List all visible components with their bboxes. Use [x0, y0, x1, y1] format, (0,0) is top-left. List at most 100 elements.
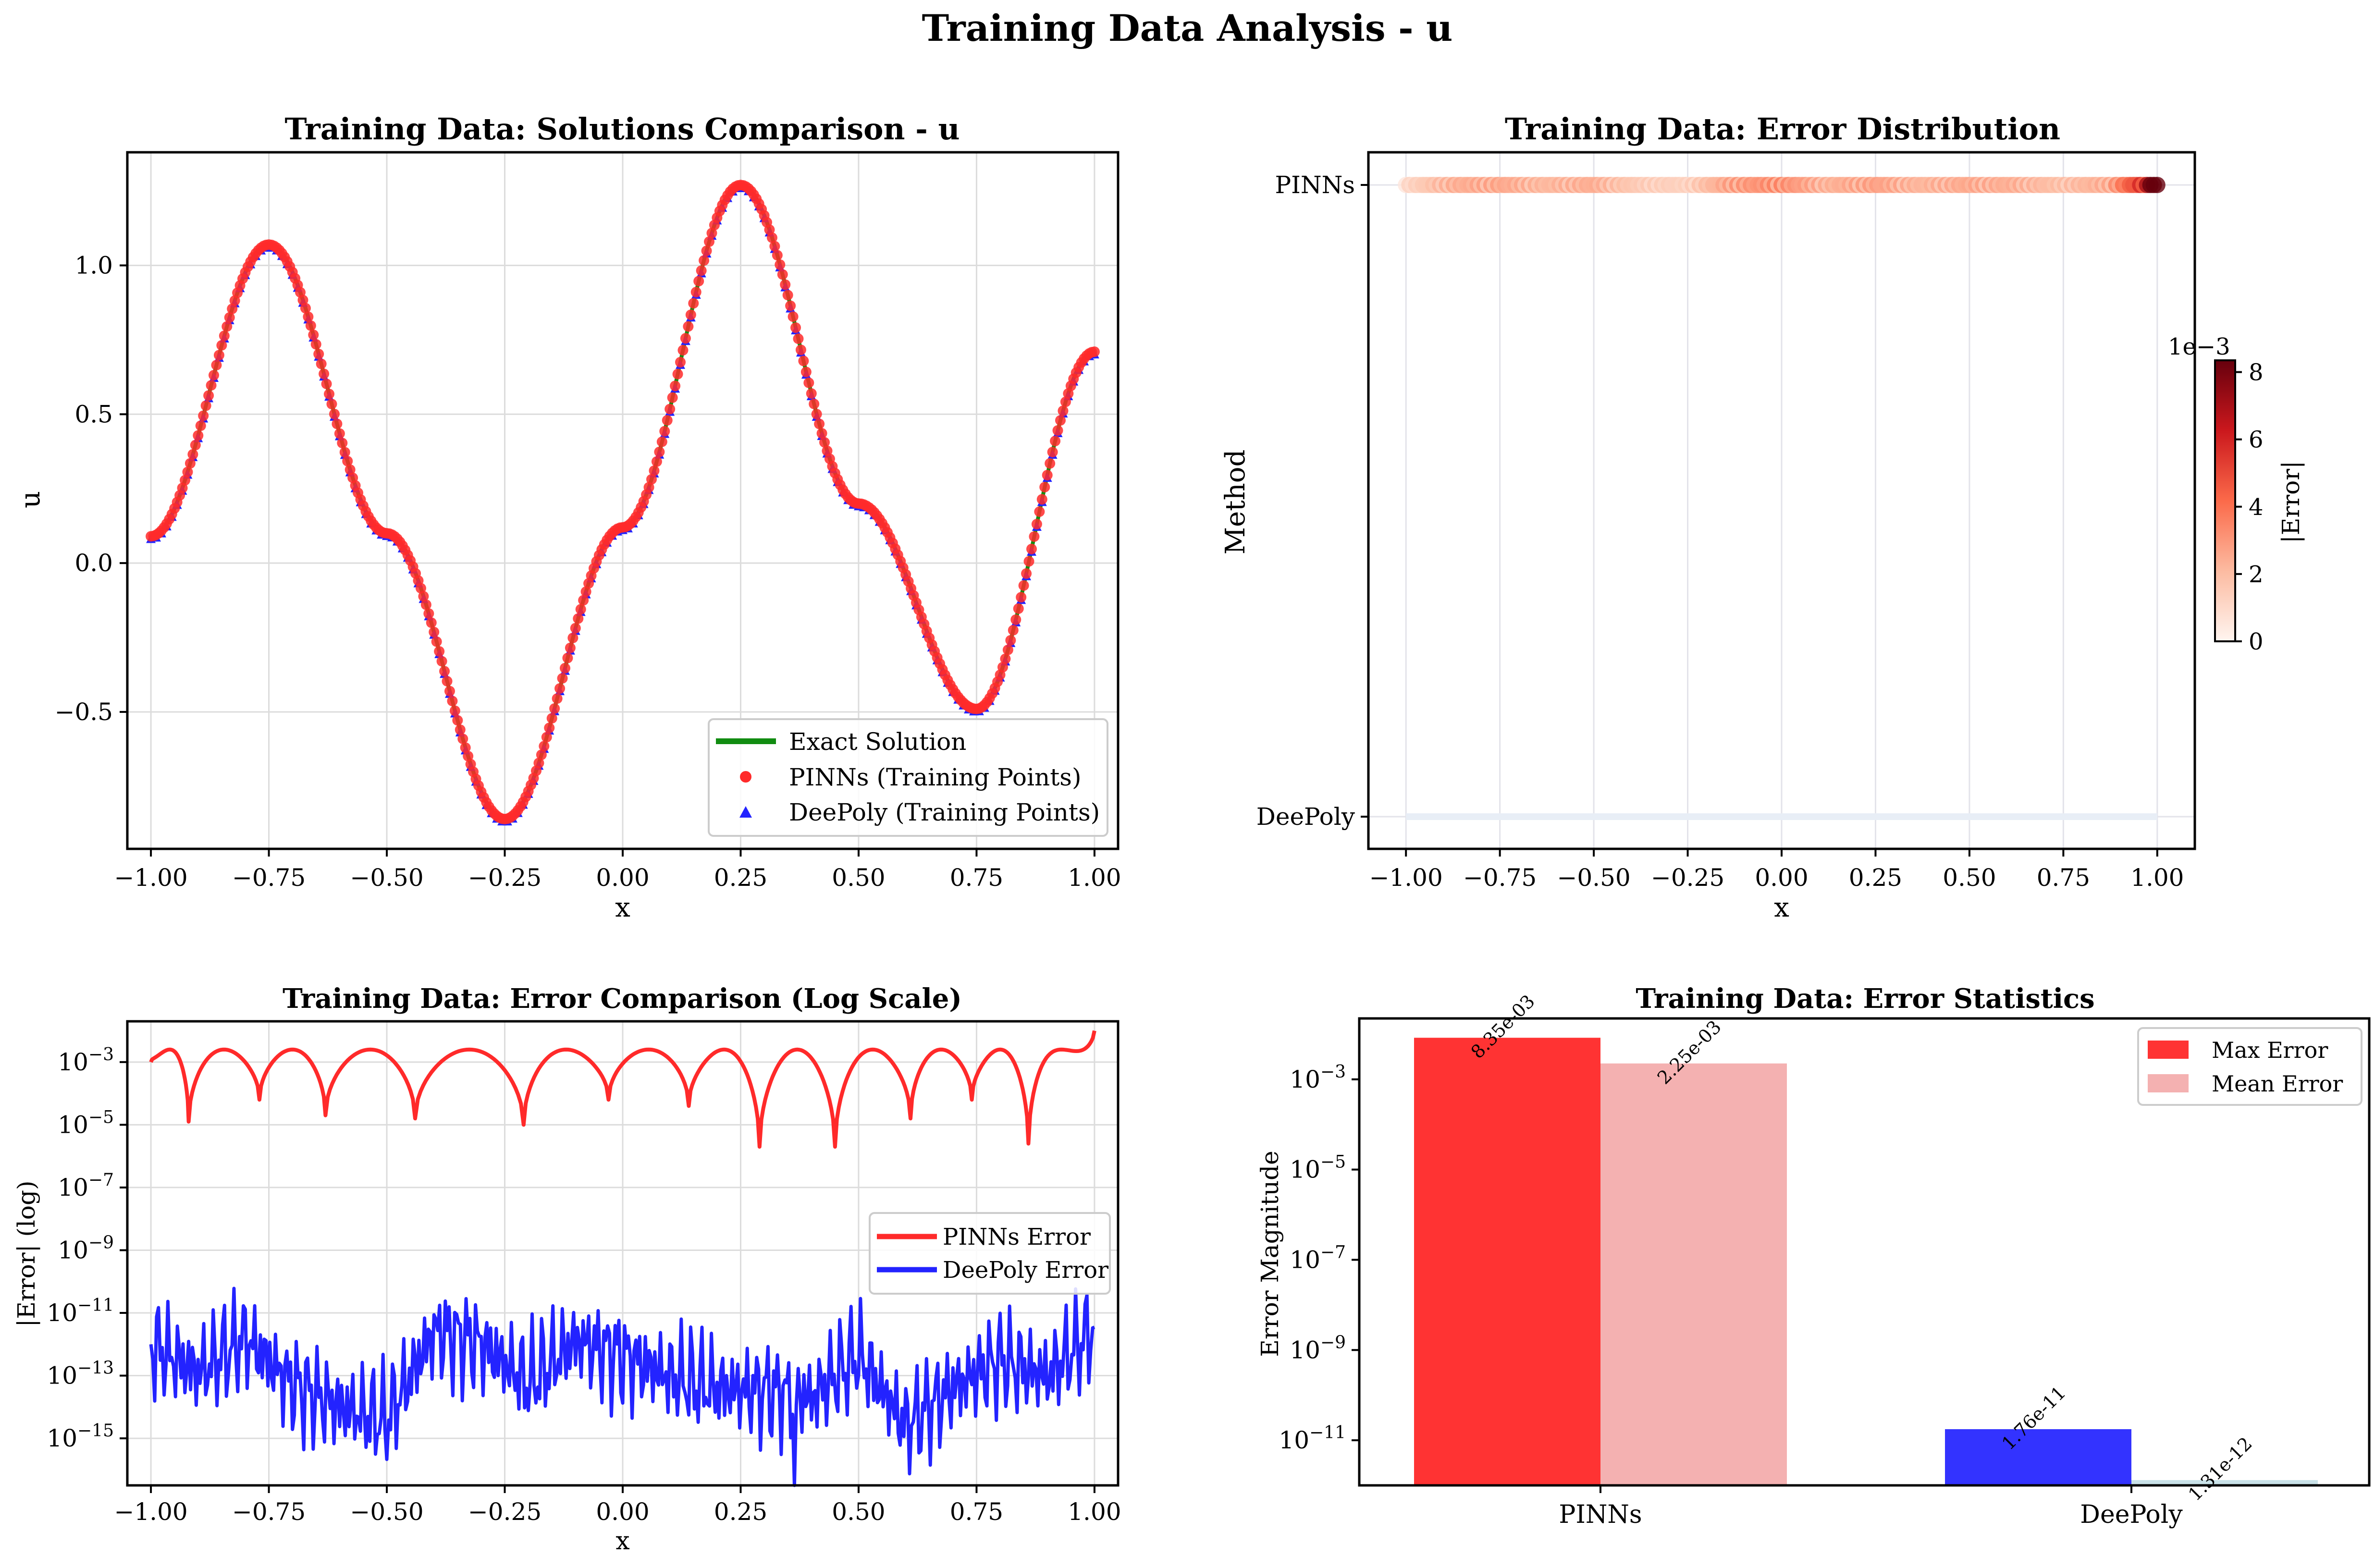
legend-exact-label: Exact Solution [789, 728, 966, 756]
pinns-point [667, 392, 678, 403]
pinns-point [329, 408, 340, 419]
tick-label-x: PINNs [1559, 1500, 1642, 1529]
pinns-point [206, 380, 217, 391]
pinns-point [701, 245, 712, 257]
pinns-point [809, 398, 820, 409]
pinns-point [182, 466, 193, 478]
pinns-point [764, 224, 775, 235]
pinns-point [544, 723, 555, 734]
figure-title: Training Data Analysis - u [922, 7, 1453, 49]
tick-label-x: 0.00 [596, 864, 649, 892]
pinns-point [782, 290, 793, 301]
panel-errcomp-legend: PINNs Error DeePoly Error [869, 1212, 1111, 1295]
pinns-point [549, 703, 560, 714]
pinns-point [418, 591, 429, 602]
pinns-point [1010, 614, 1021, 625]
tick-label-y: 10−3 [1290, 1062, 1346, 1093]
pinns-point [1034, 506, 1045, 517]
tick-label-x: 0.25 [1849, 864, 1902, 892]
pinns-point [811, 409, 822, 420]
colorbar-tick-label: 8 [2249, 359, 2264, 386]
pinns-point [423, 608, 434, 619]
pinns-point [1060, 396, 1071, 407]
pinns-point [672, 368, 683, 380]
pinns-point [552, 693, 563, 704]
pinns-point [415, 583, 426, 594]
pinns-point [1058, 405, 1069, 416]
legend-box [2137, 1027, 2363, 1106]
panel-errcomp-ylabel: |Error| (log) [12, 1180, 40, 1327]
pinns-point [800, 367, 812, 378]
legend-mean-label: Mean Error [2212, 1071, 2343, 1097]
tick-label-y: 10−15 [47, 1421, 114, 1452]
pinns-point [436, 656, 447, 667]
tick-label-x: DeePoly [2080, 1500, 2183, 1529]
panel-error-comparison: Training Data: Error Comparison (Log Sca… [12, 983, 1121, 1556]
tick-label-y: 10−5 [1290, 1152, 1346, 1184]
tick-label-x: 1.00 [2130, 864, 2184, 892]
tick-label-y: DeePoly [1256, 803, 1355, 831]
pinns-point [342, 455, 353, 466]
pinns-point [803, 377, 814, 388]
tick-label-x: −0.25 [468, 864, 541, 892]
pinns-point [533, 758, 544, 769]
pinns-point [300, 303, 311, 314]
legend-pinns-err-label: PINNs Error [943, 1224, 1091, 1250]
pinns-point [224, 312, 235, 323]
pinns-point [777, 269, 788, 280]
tick-label-x: −1.00 [114, 864, 187, 892]
tick-label-y: 10−11 [1279, 1423, 1346, 1454]
panel-error-statistics: Training Data: Error Statistics 8.35e-03… [1256, 983, 2371, 1529]
pinns-point [785, 300, 796, 311]
panel-errstats-title: Training Data: Error Statistics [1636, 983, 2094, 1015]
tick-label-y: 1.0 [74, 251, 113, 279]
pinns-point [699, 255, 710, 266]
mean-error-bar [2131, 1480, 2318, 1485]
pinns-point [1008, 625, 1019, 636]
panel-solutions-ticks: −1.00 −0.75 −0.50 −0.25 0.00 0.25 0.50 0.75 1.00… [55, 251, 1121, 892]
legend-max-swatch [2148, 1041, 2189, 1059]
mean-error-bar [1600, 1063, 1787, 1485]
pinns-point [680, 333, 691, 344]
tick-label-x: −1.00 [114, 1498, 187, 1526]
pinns-point [656, 436, 667, 447]
pinns-point [444, 686, 455, 697]
pinns-point [431, 636, 442, 647]
tick-label-x: 1.00 [1068, 864, 1121, 892]
pinns-point [334, 428, 345, 439]
max-error-bar [1414, 1038, 1600, 1485]
tick-label-x: 1.00 [1068, 1498, 1121, 1526]
panel-solutions: Training Data: Solutions Comparison - u … [15, 111, 1121, 923]
pinns-point [798, 355, 809, 367]
pinns-point [683, 321, 694, 332]
pinns-point [575, 604, 586, 615]
pinns-point [460, 742, 471, 753]
legend-deepoly-swatch [739, 806, 752, 818]
pinns-point [305, 320, 316, 331]
pinns-point [222, 321, 233, 332]
tick-label-x: 0.25 [714, 864, 767, 892]
pinns-point [675, 356, 686, 368]
tick-label-x: 0.00 [596, 1498, 649, 1526]
pinns-error-line [149, 1030, 1096, 1149]
colorbar-offset: 1e−3 [2168, 333, 2230, 360]
pinns-point [185, 458, 196, 469]
pinns-point [1042, 470, 1053, 481]
panel-errstats-frame [1358, 1017, 2371, 1487]
pinns-point [434, 646, 445, 657]
tick-label-y: PINNs [1275, 171, 1355, 199]
panel-errdist-plot [1398, 177, 2166, 820]
pinns-point [216, 340, 227, 351]
colorbar-tick-label: 2 [2249, 561, 2264, 588]
pinns-point [332, 418, 343, 429]
pinns-point [662, 415, 673, 426]
panel-solutions-xlabel: x [615, 892, 630, 923]
pinns-point [429, 626, 440, 637]
panel-solutions-ylabel: u [15, 491, 46, 508]
pinns-point [536, 749, 547, 760]
pinns-point [685, 309, 696, 320]
tick-label-x: 0.75 [950, 864, 1003, 892]
pinns-point [706, 228, 717, 239]
pinns-point [562, 652, 573, 663]
pinns-point [442, 675, 453, 686]
